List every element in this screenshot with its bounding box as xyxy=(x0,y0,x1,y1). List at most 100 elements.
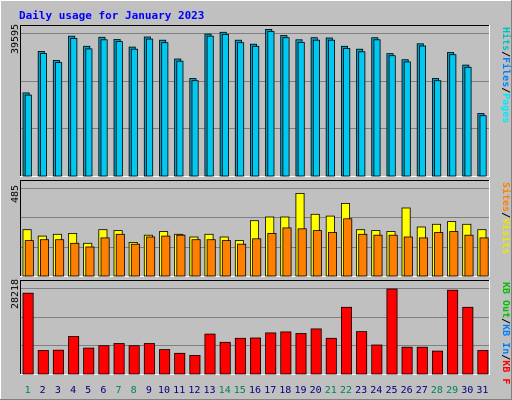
bar-files-day-9 xyxy=(146,38,154,177)
bar-sites-day-27 xyxy=(418,237,428,277)
legend-item: Pages xyxy=(500,93,511,123)
x-tick-label-day-20: 20 xyxy=(310,385,322,396)
x-tick-label-day-23: 23 xyxy=(355,385,367,396)
bar-files-day-23 xyxy=(358,51,366,177)
bar-files-day-15 xyxy=(237,42,245,177)
bar-sites-day-18 xyxy=(282,227,292,277)
bar-kb-f-day-14 xyxy=(219,341,231,375)
panel-legend: KB Out/KB In/KB F xyxy=(500,282,511,384)
bar-sites-day-12 xyxy=(191,239,201,277)
x-tick-label-day-1: 1 xyxy=(25,385,31,396)
bar-kb-f-day-11 xyxy=(174,352,186,375)
bar-files-day-19 xyxy=(297,42,305,177)
bar-kb-f-day-25 xyxy=(386,288,398,375)
bar-sites-day-8 xyxy=(130,243,140,277)
bar-kb-f-day-12 xyxy=(189,354,201,375)
bar-files-day-6 xyxy=(100,39,108,177)
bar-kb-f-day-18 xyxy=(280,331,292,375)
bar-kb-f-day-26 xyxy=(401,346,413,375)
legend-item: Hits xyxy=(500,27,512,51)
bar-sites-day-31 xyxy=(479,237,489,277)
legend-text: Sites/Visits xyxy=(500,182,512,254)
panel-middle: 485 Sites/Visits xyxy=(10,180,512,277)
bar-kb-f-day-8 xyxy=(128,345,140,375)
bar-sites-day-29 xyxy=(449,231,459,277)
bar-sites-day-9 xyxy=(146,236,156,277)
x-tick-label-day-15: 15 xyxy=(234,385,246,396)
legend-item: / xyxy=(500,212,511,218)
bar-files-day-24 xyxy=(373,39,381,177)
bar-files-day-14 xyxy=(221,34,229,177)
x-tick-label-day-3: 3 xyxy=(55,385,61,396)
bar-kb-f-day-16 xyxy=(249,337,261,375)
bar-sites-day-21 xyxy=(327,232,337,277)
bar-kb-f-day-10 xyxy=(159,349,171,375)
x-tick-label-day-14: 14 xyxy=(219,385,231,396)
bar-kb-f-day-19 xyxy=(295,333,307,375)
x-tick-label-day-24: 24 xyxy=(370,385,382,396)
bar-kb-f-day-29 xyxy=(447,289,459,375)
bar-kb-f-day-2 xyxy=(37,350,49,375)
panel-legend: Sites/Visits xyxy=(500,182,512,254)
bar-files-day-4 xyxy=(70,38,78,177)
y-tick-label: 28218 xyxy=(10,279,21,309)
bar-sites-day-10 xyxy=(161,235,171,277)
bar-sites-day-5 xyxy=(85,246,95,277)
bar-kb-f-day-24 xyxy=(371,344,383,375)
bar-kb-f-day-15 xyxy=(234,337,246,375)
legend-item: KB F xyxy=(500,360,511,384)
bar-kb-f-day-9 xyxy=(143,343,155,375)
bar-files-day-1 xyxy=(24,94,32,177)
x-tick-label-day-6: 6 xyxy=(100,385,106,396)
bar-sites-day-17 xyxy=(267,232,277,277)
bar-kb-f-day-7 xyxy=(113,343,125,375)
bar-kb-f-day-3 xyxy=(52,349,64,375)
bar-sites-day-4 xyxy=(70,242,80,277)
bar-sites-day-24 xyxy=(373,234,383,277)
bar-sites-day-25 xyxy=(388,234,398,277)
x-tick-label-day-10: 10 xyxy=(158,385,170,396)
x-tick-label-day-16: 16 xyxy=(249,385,261,396)
x-tick-label-day-8: 8 xyxy=(131,385,137,396)
legend-item: / xyxy=(500,87,511,93)
bar-files-day-5 xyxy=(85,48,93,177)
y-tick-label: 39595 xyxy=(10,24,21,54)
bar-sites-day-19 xyxy=(297,228,307,277)
bar-sites-day-20 xyxy=(312,230,322,277)
legend-item: Sites xyxy=(500,182,512,212)
bar-files-day-29 xyxy=(449,54,457,177)
bar-sites-day-1 xyxy=(24,240,34,277)
x-tick-label-day-25: 25 xyxy=(385,385,397,396)
bar-kb-f-day-17 xyxy=(265,332,277,375)
bar-files-day-10 xyxy=(161,42,169,177)
bar-files-day-22 xyxy=(343,48,351,177)
bar-files-day-27 xyxy=(418,45,426,177)
bar-kb-f-day-5 xyxy=(83,347,95,375)
bar-files-day-18 xyxy=(282,37,290,177)
bar-files-day-12 xyxy=(191,80,199,177)
x-tick-label-day-28: 28 xyxy=(431,385,443,396)
bar-files-day-16 xyxy=(252,45,260,177)
legend-item: / xyxy=(500,51,511,57)
x-tick-label-day-2: 2 xyxy=(40,385,46,396)
bar-sites-day-23 xyxy=(358,233,368,277)
legend-item: Files xyxy=(500,57,512,87)
x-tick-label-day-5: 5 xyxy=(85,385,91,396)
legend-item: / xyxy=(500,354,511,360)
x-tick-label-day-21: 21 xyxy=(325,385,337,396)
x-tick-label-day-9: 9 xyxy=(146,385,152,396)
legend-text: KB Out/KB In/KB F xyxy=(500,282,511,384)
bar-files-day-20 xyxy=(312,39,320,177)
bar-sites-day-15 xyxy=(237,243,247,277)
bar-files-day-13 xyxy=(206,35,214,177)
panel-top: 39595 Hits/Files/Pages xyxy=(10,24,512,177)
bar-sites-day-2 xyxy=(40,239,50,277)
x-tick-label-day-27: 27 xyxy=(416,385,428,396)
bar-kb-f-day-27 xyxy=(416,346,428,375)
bar-files-day-3 xyxy=(55,62,63,177)
x-tick-label-day-7: 7 xyxy=(115,385,121,396)
bar-kb-f-day-22 xyxy=(340,306,352,375)
x-tick-label-day-4: 4 xyxy=(70,385,76,396)
